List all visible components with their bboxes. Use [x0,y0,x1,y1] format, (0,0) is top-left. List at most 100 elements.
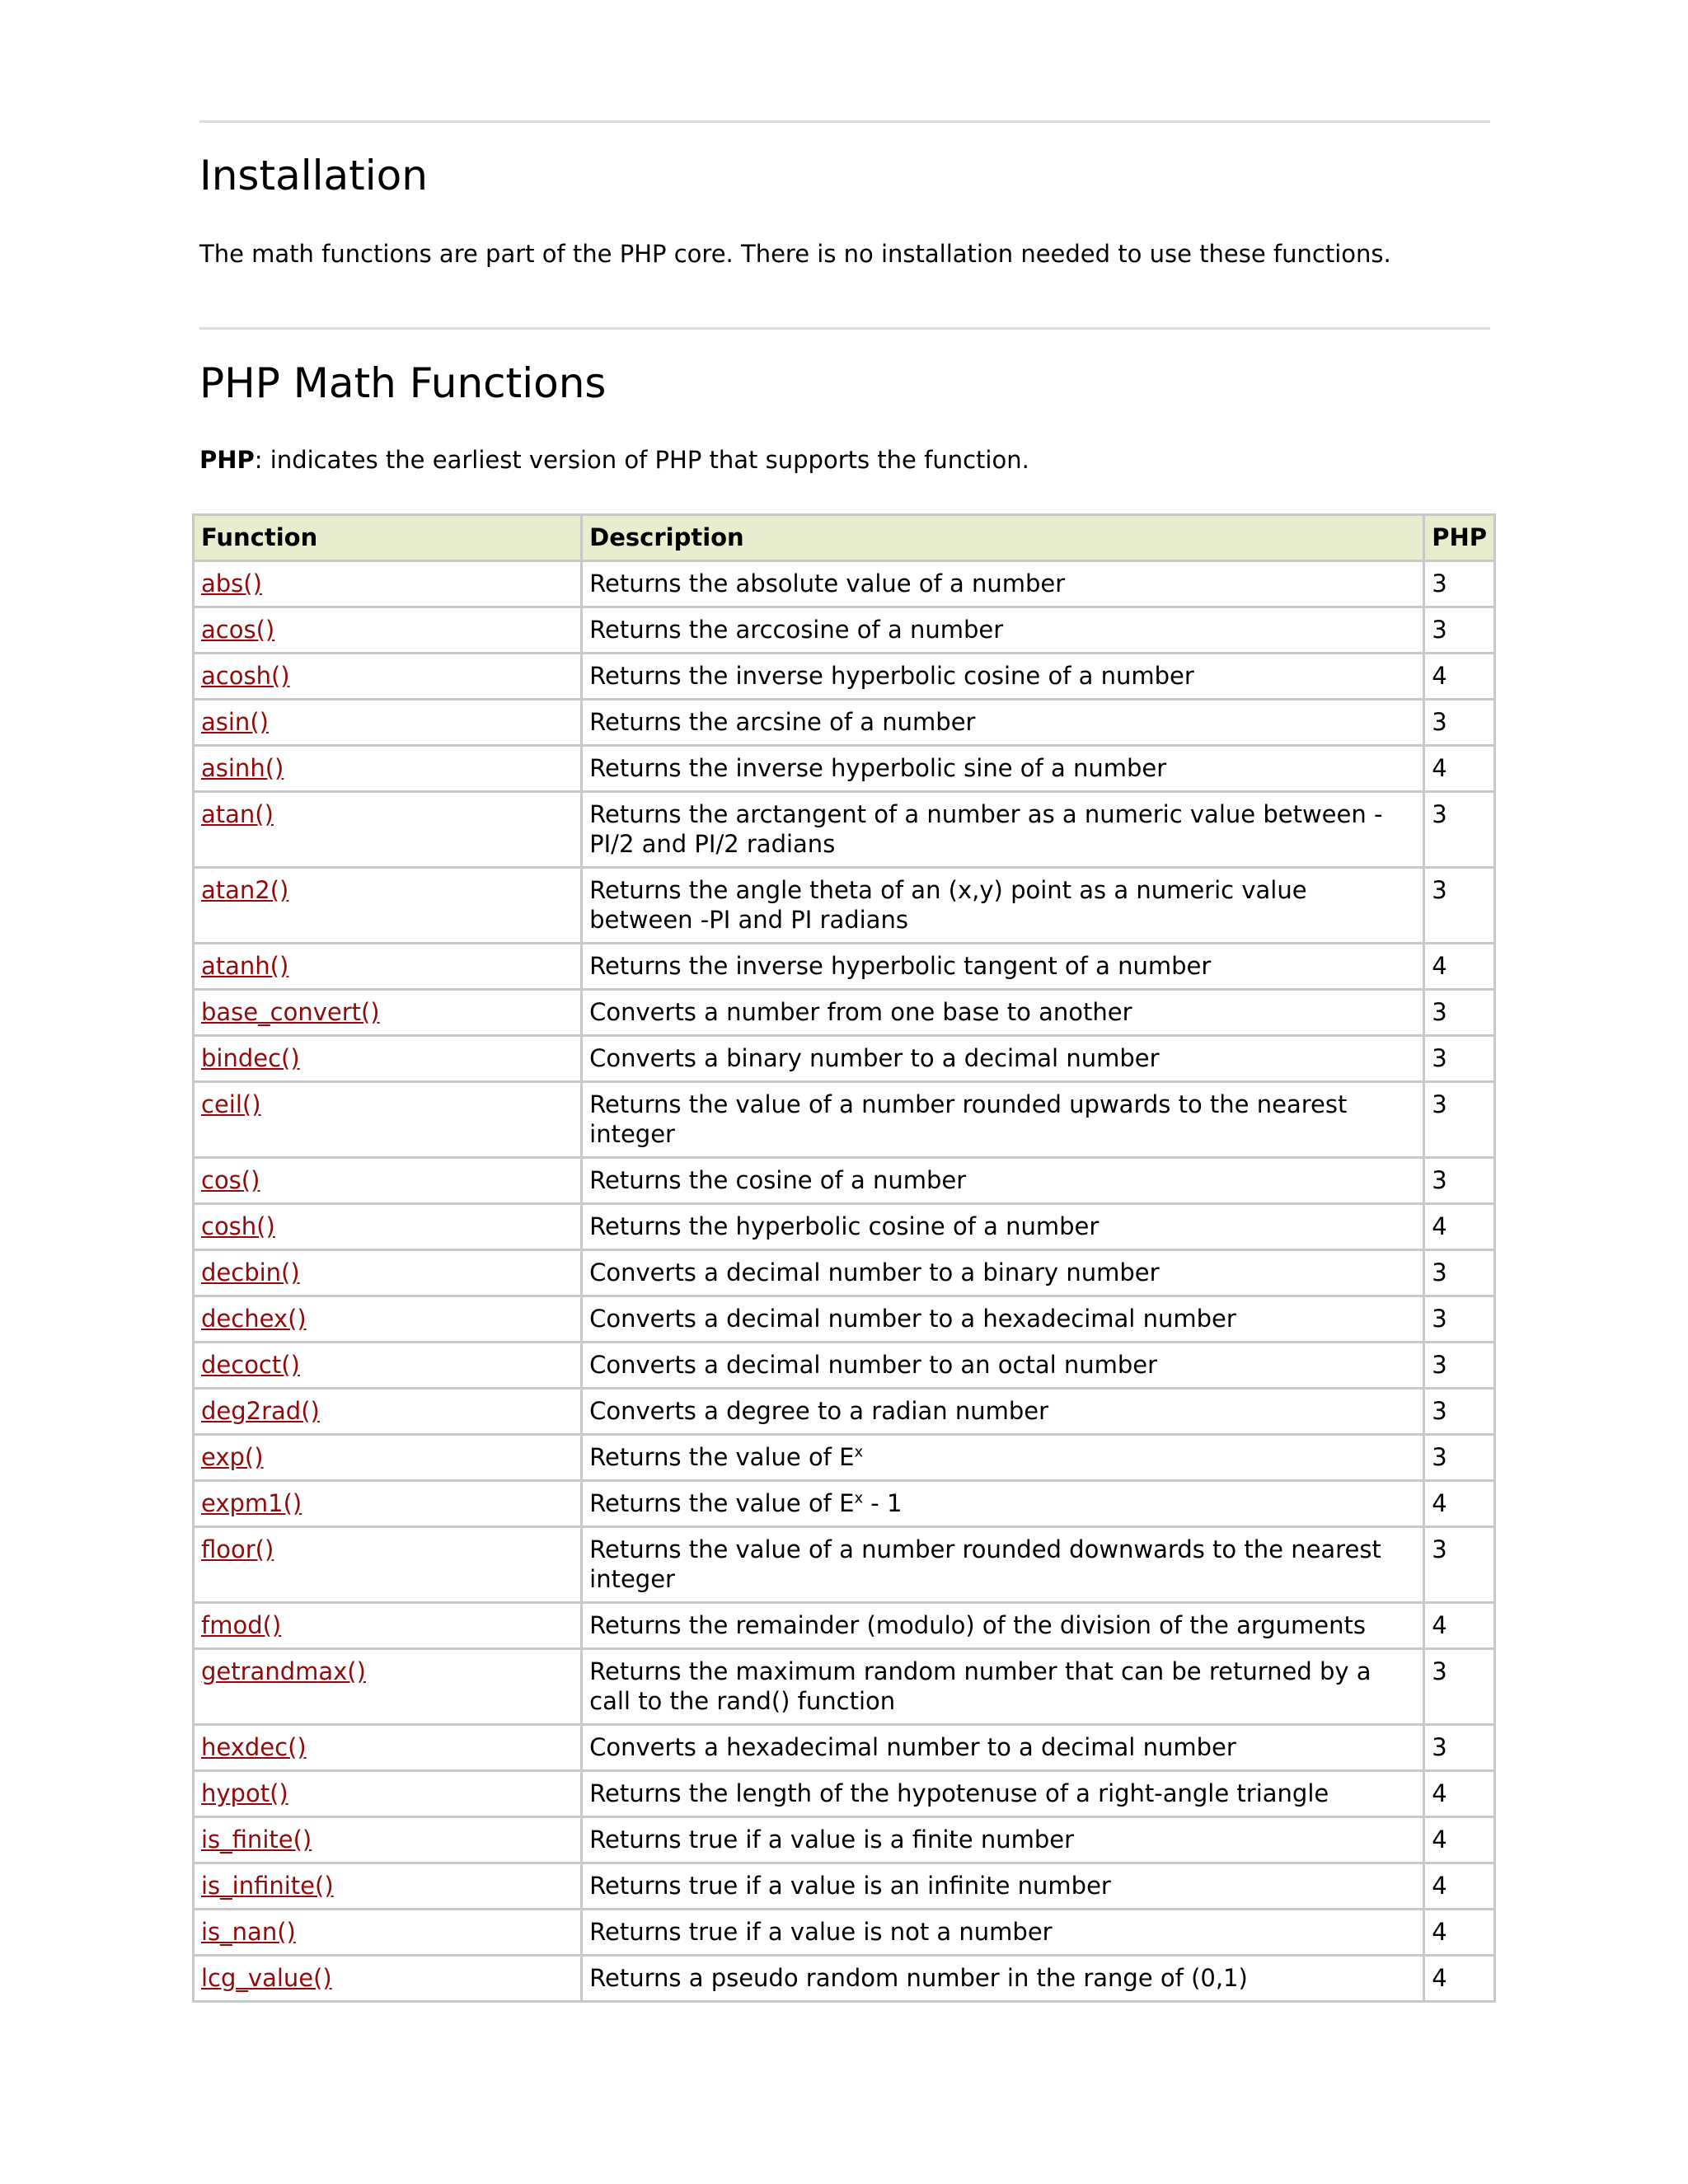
function-link[interactable]: atanh() [201,952,289,980]
description-text: Returns the cosine of a number [589,1166,967,1194]
function-cell: ceil() [191,1080,584,1159]
description-cell: Returns the value of a number rounded up… [580,1080,1426,1159]
description-text: Returns the arccosine of a number [589,616,1004,644]
function-link[interactable]: dechex() [201,1305,307,1333]
description-text: Returns the absolute value of a number [589,569,1066,598]
table-row: atan() Returns the arctangent of a number… [191,790,1496,869]
table-row: atan2() Returns the angle theta of an (x,… [191,866,1496,944]
function-link[interactable]: is_nan() [201,1918,296,1946]
function-link[interactable]: asinh() [201,754,284,782]
function-cell: fmod() [191,1601,584,1650]
table-row: asin() Returns the arcsine of a number 3 [191,698,1496,747]
function-link[interactable]: deg2rad() [201,1397,320,1425]
function-cell: acos() [191,606,584,654]
description-cell: Returns the arctangent of a number as a … [580,790,1426,869]
function-link[interactable]: acosh() [201,662,290,690]
function-link[interactable]: lcg_value() [201,1964,332,1992]
description-text: Converts a hexadecimal number to a decim… [589,1733,1236,1761]
function-cell: is_nan() [191,1908,584,1957]
description-cell: Converts a number from one base to anoth… [580,988,1426,1037]
php-version-cell: 3 [1423,1295,1496,1343]
function-link[interactable]: bindec() [201,1044,300,1072]
function-link[interactable]: cosh() [201,1212,275,1240]
description-cell: Returns the remainder (modulo) of the di… [580,1601,1426,1650]
function-link[interactable]: asin() [201,708,269,736]
table-row: is_nan() Returns true if a value is not a… [191,1908,1496,1957]
function-cell: bindec() [191,1034,584,1083]
function-link[interactable]: ceil() [201,1090,261,1118]
description-cell: Returns true if a value is a finite numb… [580,1816,1426,1864]
function-link[interactable]: cos() [201,1166,260,1194]
description-cell: Converts a hexadecimal number to a decim… [580,1723,1426,1772]
function-cell: cos() [191,1156,584,1205]
math-functions-table: Function Description PHP abs() Returns th… [191,513,1496,2003]
description-text: Returns true if a value is a finite numb… [589,1825,1075,1854]
table-row: acosh() Returns the inverse hyperbolic co… [191,652,1496,701]
description-text: Returns the remainder (modulo) of the di… [589,1611,1366,1639]
function-cell: atan() [191,790,584,869]
function-cell: cosh() [191,1202,584,1251]
description-cell: Returns the value of Ex - 1 [580,1479,1426,1528]
description-cell: Returns true if a value is an infinite n… [580,1862,1426,1910]
function-link[interactable]: decbin() [201,1258,300,1286]
table-row: hypot() Returns the length of the hypoten… [191,1769,1496,1818]
function-link[interactable]: acos() [201,616,275,644]
description-cell: Returns the value of a number rounded do… [580,1526,1426,1604]
description-text: Returns the inverse hyperbolic tangent o… [589,952,1212,980]
function-link[interactable]: atan() [201,800,274,828]
php-version-cell: 3 [1423,1723,1496,1772]
function-cell: hexdec() [191,1723,584,1772]
function-link[interactable]: hexdec() [201,1733,307,1761]
php-version-cell: 4 [1423,1954,1496,2003]
php-version-cell: 4 [1423,942,1496,991]
function-link[interactable]: hypot() [201,1779,288,1807]
description-cell: Returns the value of Ex [580,1433,1426,1482]
php-version-cell: 4 [1423,652,1496,701]
function-link[interactable]: expm1() [201,1489,302,1517]
function-link[interactable]: getrandmax() [201,1657,366,1685]
header-php: PHP [1423,513,1496,562]
table-row: abs() Returns the absolute value of a num… [191,560,1496,608]
function-link[interactable]: floor() [201,1535,274,1563]
function-link[interactable]: exp() [201,1443,264,1471]
table-row: deg2rad() Converts a degree to a radian n… [191,1387,1496,1436]
function-link[interactable]: fmod() [201,1611,282,1639]
function-cell: dechex() [191,1295,584,1343]
table-row: atanh() Returns the inverse hyperbolic ta… [191,942,1496,991]
table-row: ceil() Returns the value of a number roun… [191,1080,1496,1159]
function-link[interactable]: is_infinite() [201,1872,334,1900]
function-link[interactable]: base_convert() [201,998,380,1026]
function-link[interactable]: is_finite() [201,1825,312,1854]
php-version-cell: 3 [1423,866,1496,944]
description-text: Returns the value of a number rounded do… [589,1535,1381,1593]
description-text: Returns the maximum random number that c… [589,1657,1372,1715]
function-cell: atan2() [191,866,584,944]
description-text: Converts a decimal number to an octal nu… [589,1351,1158,1379]
superscript: x [854,1489,864,1507]
function-link[interactable]: decoct() [201,1351,300,1379]
table-row: decbin() Converts a decimal number to a b… [191,1249,1496,1297]
function-cell: exp() [191,1433,584,1482]
description-cell: Returns the length of the hypotenuse of … [580,1769,1426,1818]
description-text: Converts a decimal number to a hexadecim… [589,1305,1236,1333]
table-row: exp() Returns the value of Ex 3 [191,1433,1496,1482]
description-cell: Returns the cosine of a number [580,1156,1426,1205]
table-row: floor() Returns the value of a number rou… [191,1526,1496,1604]
description-cell: Returns the angle theta of an (x,y) poin… [580,866,1426,944]
function-link[interactable]: atan2() [201,876,289,904]
math-functions-heading: PHP Math Functions [199,359,607,407]
description-cell: Converts a decimal number to an octal nu… [580,1341,1426,1390]
description-cell: Returns the inverse hyperbolic cosine of… [580,652,1426,701]
php-version-cell: 3 [1423,790,1496,869]
php-version-cell: 3 [1423,1647,1496,1726]
description-cell: Returns a pseudo random number in the ra… [580,1954,1426,2003]
table-row: getrandmax() Returns the maximum random n… [191,1647,1496,1726]
description-text: Returns the arcsine of a number [589,708,976,736]
php-version-cell: 4 [1423,744,1496,793]
function-link[interactable]: abs() [201,569,262,598]
function-cell: base_convert() [191,988,584,1037]
table-body: abs() Returns the absolute value of a num… [191,560,1496,2003]
function-cell: is_finite() [191,1816,584,1864]
php-version-cell: 3 [1423,698,1496,747]
